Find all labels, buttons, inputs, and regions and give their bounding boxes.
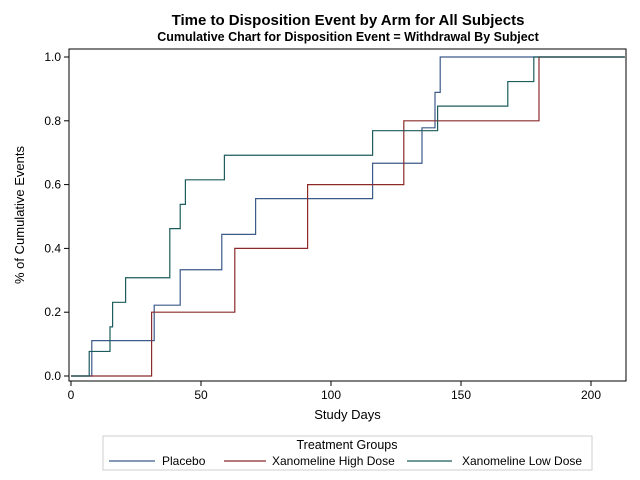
- y-axis-label: % of Cumulative Events: [12, 146, 27, 285]
- x-tick-label: 200: [581, 388, 601, 402]
- x-tick-label: 150: [451, 388, 471, 402]
- legend-items: Placebo Xanomeline High Dose Xanomeline Lo…: [109, 454, 582, 468]
- legend: Treatment Groups Placebo Xanomeline High …: [102, 435, 593, 471]
- y-tick-label: 0.0: [44, 369, 61, 383]
- legend-box: [102, 435, 593, 471]
- legend-label-1: Xanomeline High Dose: [272, 454, 395, 468]
- y-tick-label: 0.2: [44, 305, 61, 319]
- x-tick-label: 0: [68, 388, 75, 402]
- y-tick-label: 1.0: [44, 50, 61, 64]
- y-tick-label: 0.6: [44, 178, 61, 192]
- x-tick-label: 50: [194, 388, 208, 402]
- chart-title: Time to Disposition Event by Arm for All…: [172, 12, 525, 29]
- legend-label-2: Xanomeline Low Dose: [462, 454, 582, 468]
- series-line-0: [71, 56, 625, 377]
- legend-label-0: Placebo: [162, 454, 206, 468]
- series-line-2: [71, 56, 625, 377]
- x-axis: 0 50 100 150 200: [68, 381, 601, 402]
- plot-frame: [68, 48, 627, 382]
- series-lines: [71, 56, 625, 377]
- x-axis-label: Study Days: [314, 407, 381, 422]
- x-tick-label: 100: [321, 388, 341, 402]
- legend-title: Treatment Groups: [297, 438, 398, 452]
- y-tick-label: 0.4: [44, 241, 61, 255]
- chart-subtitle: Cumulative Chart for Disposition Event =…: [157, 30, 539, 44]
- y-tick-label: 0.8: [44, 114, 61, 128]
- y-axis: 0.0 0.2 0.4 0.6 0.8 1.0: [44, 50, 69, 383]
- series-line-1: [71, 56, 625, 377]
